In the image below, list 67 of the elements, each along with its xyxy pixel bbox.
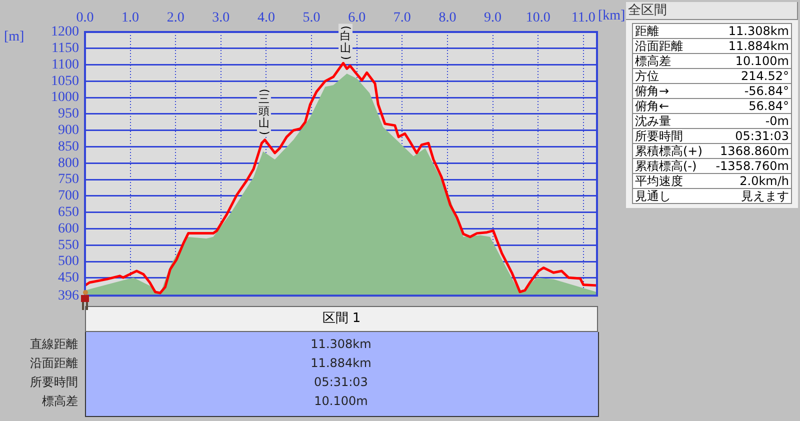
text: 俯角→ <box>635 84 670 98</box>
text: 沈み量 <box>635 114 671 128</box>
y-tick-label: 1100 <box>52 57 79 72</box>
y-tick-label: 1150 <box>52 41 79 56</box>
text: 平均速度 <box>635 174 683 188</box>
x-tick-label: 6.0 <box>348 10 366 26</box>
x-tick-label: 8.0 <box>438 10 456 26</box>
y-tick-label: 450 <box>58 270 79 286</box>
y-axis-title: [m] <box>4 30 24 45</box>
x-tick-label: 3.0 <box>212 10 230 26</box>
y-tick-label: 550 <box>58 238 79 253</box>
text: 俯角← <box>635 99 670 113</box>
text: 標高差 <box>635 54 671 68</box>
text: 214.52° <box>741 69 789 83</box>
y-tick-label: 900 <box>58 123 79 138</box>
text: -0m <box>765 114 789 128</box>
y-tick-label: 850 <box>58 139 79 154</box>
text: 沿面距離 <box>635 39 683 53</box>
text: 全区間 <box>626 2 798 20</box>
y-tick-label: 750 <box>58 172 79 188</box>
annotation: (三頭山) <box>258 88 272 136</box>
y-tick-label: 800 <box>58 156 79 171</box>
text: 累積標高(-) <box>635 159 697 173</box>
y-tick-label: 1050 <box>51 74 79 89</box>
y-tick-label: 396 <box>58 288 79 304</box>
text: 2.0km/h <box>740 174 789 188</box>
text: 11.308km <box>728 24 789 38</box>
annotation: (白山) <box>340 26 353 60</box>
text: 05:31:03 <box>735 129 789 143</box>
text: 見えます <box>741 189 789 203</box>
text: 05:31:03 <box>313 374 369 391</box>
x-tick-label: 7.0 <box>393 10 411 26</box>
text: -1358.760m <box>716 159 789 173</box>
text: 11.884km <box>310 355 372 372</box>
text: 見通し <box>635 189 671 203</box>
x-tick-label: 11.0 <box>571 10 596 26</box>
text: 所要時間 <box>29 374 78 391</box>
text: 11.884km <box>728 39 789 53</box>
text: 所要時間 <box>635 129 683 143</box>
x-tick-label: 5.0 <box>302 10 320 26</box>
text: 10.100m <box>735 54 789 68</box>
x-tick-label: 0.0 <box>76 10 94 26</box>
text: 累積標高(+) <box>635 144 702 158</box>
y-tick-label: 700 <box>58 188 79 204</box>
text: 56.84° <box>748 99 789 113</box>
x-tick-label: 9.0 <box>484 10 502 26</box>
y-tick-label: 650 <box>58 204 79 220</box>
y-tick-label: 500 <box>58 254 79 270</box>
text: 1368.860m <box>720 144 789 158</box>
y-tick-label: 600 <box>58 221 79 236</box>
text: 10.100m <box>313 393 369 410</box>
x-tick-label: 1.0 <box>122 10 140 26</box>
y-tick-label: 1200 <box>51 24 79 40</box>
text: 沿面距離 <box>29 355 78 372</box>
text: 距離 <box>635 24 659 38</box>
text: 標高差 <box>41 393 78 410</box>
x-tick-label: 4.0 <box>257 10 275 26</box>
text: 直線距離 <box>29 336 78 353</box>
x-tick-label: 10.0 <box>526 10 550 26</box>
text: -56.84° <box>744 84 789 98</box>
text: 11.308km <box>310 336 372 353</box>
text: 区間 1 <box>85 306 598 332</box>
text: 方位 <box>635 69 659 83</box>
y-tick-label: 950 <box>58 106 79 122</box>
y-tick-label: 1000 <box>51 90 79 106</box>
x-tick-label: 2.0 <box>166 10 184 26</box>
x-axis-title: [km] <box>598 8 626 24</box>
